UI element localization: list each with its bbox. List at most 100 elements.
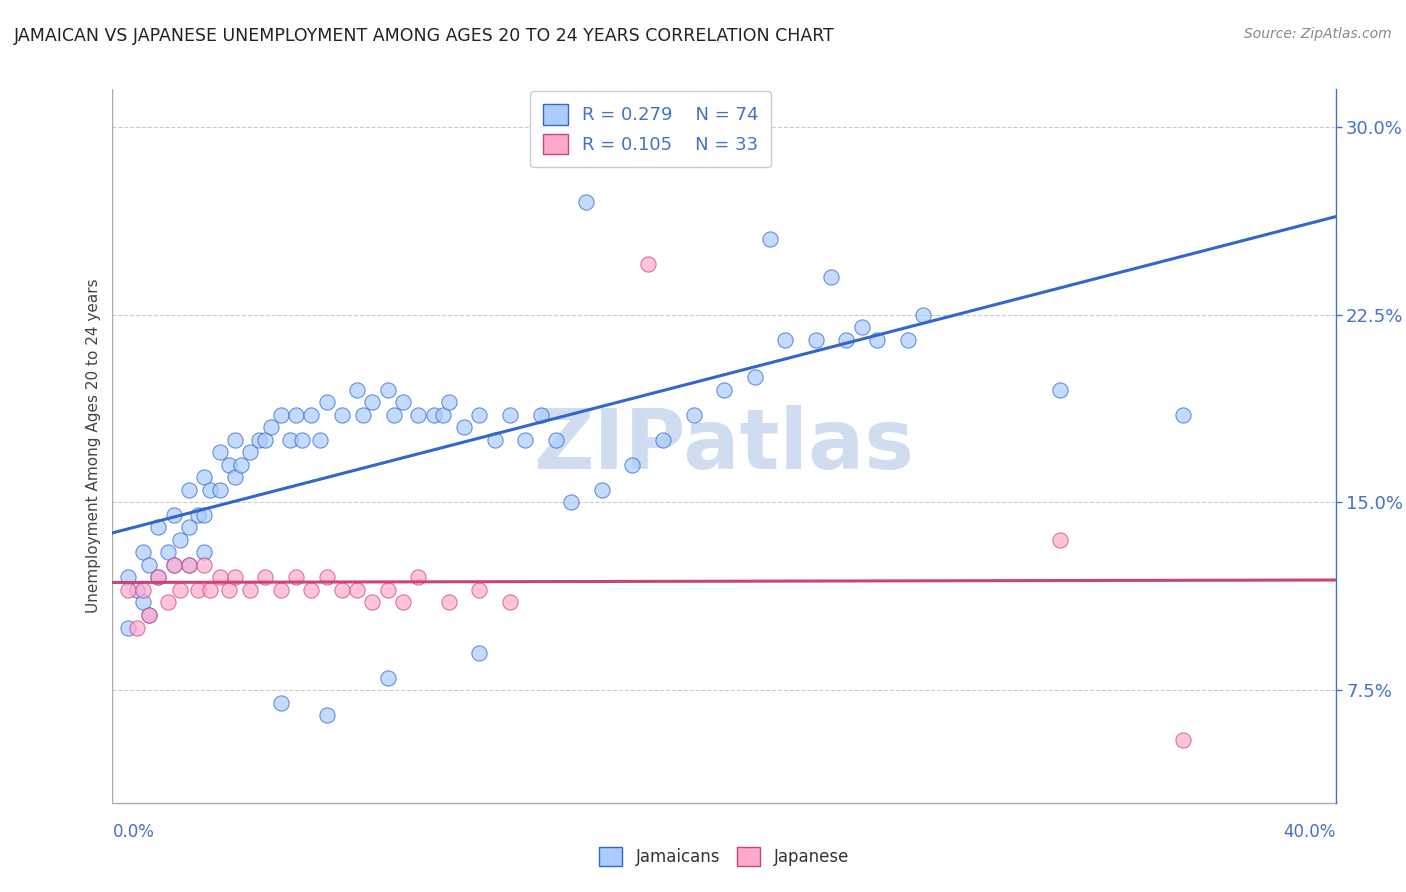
- Point: [820, 270, 842, 285]
- Point: [148, 520, 170, 534]
- Point: [193, 545, 215, 559]
- Point: [1171, 733, 1194, 747]
- Point: [299, 582, 322, 597]
- Point: [530, 408, 553, 422]
- Point: [575, 194, 598, 209]
- Point: [759, 232, 782, 246]
- Point: [621, 458, 644, 472]
- Point: [138, 607, 160, 622]
- Point: [239, 582, 262, 597]
- Text: 40.0%: 40.0%: [1284, 822, 1336, 841]
- Point: [468, 646, 491, 660]
- Point: [187, 582, 209, 597]
- Point: [117, 570, 139, 584]
- Point: [775, 333, 797, 347]
- Point: [284, 570, 308, 584]
- Point: [851, 320, 873, 334]
- Point: [132, 545, 155, 559]
- Point: [218, 458, 240, 472]
- Point: [239, 445, 262, 459]
- Point: [117, 621, 139, 635]
- Point: [169, 533, 191, 547]
- Point: [187, 508, 209, 522]
- Point: [382, 408, 405, 422]
- Point: [560, 495, 582, 509]
- Point: [254, 433, 277, 447]
- Point: [835, 333, 858, 347]
- Point: [377, 383, 399, 397]
- Point: [156, 545, 179, 559]
- Point: [125, 582, 148, 597]
- Point: [361, 595, 384, 609]
- Point: [346, 383, 368, 397]
- Point: [515, 433, 537, 447]
- Point: [200, 582, 222, 597]
- Point: [132, 582, 155, 597]
- Point: [169, 582, 191, 597]
- Point: [544, 433, 567, 447]
- Point: [377, 582, 399, 597]
- Point: [484, 433, 506, 447]
- Point: [177, 558, 200, 572]
- Point: [309, 433, 332, 447]
- Point: [377, 671, 399, 685]
- Point: [713, 383, 735, 397]
- Point: [260, 420, 283, 434]
- Point: [224, 470, 246, 484]
- Point: [270, 582, 292, 597]
- Point: [291, 433, 314, 447]
- Point: [208, 570, 231, 584]
- Point: [163, 558, 186, 572]
- Point: [499, 408, 522, 422]
- Point: [1049, 383, 1071, 397]
- Point: [148, 570, 170, 584]
- Point: [744, 370, 766, 384]
- Point: [270, 696, 292, 710]
- Point: [897, 333, 920, 347]
- Point: [361, 395, 384, 409]
- Point: [218, 582, 240, 597]
- Point: [270, 408, 292, 422]
- Point: [422, 408, 444, 422]
- Point: [138, 558, 160, 572]
- Point: [315, 570, 337, 584]
- Point: [193, 470, 215, 484]
- Legend: Jamaicans, Japanese: Jamaicans, Japanese: [592, 840, 856, 873]
- Point: [193, 508, 215, 522]
- Point: [125, 621, 148, 635]
- Point: [432, 408, 454, 422]
- Point: [229, 458, 252, 472]
- Point: [408, 408, 430, 422]
- Point: [408, 570, 430, 584]
- Point: [437, 395, 460, 409]
- Point: [156, 595, 179, 609]
- Point: [352, 408, 374, 422]
- Point: [299, 408, 322, 422]
- Point: [117, 582, 139, 597]
- Point: [177, 520, 200, 534]
- Point: [177, 558, 200, 572]
- Point: [208, 445, 231, 459]
- Point: [682, 408, 704, 422]
- Point: [278, 433, 301, 447]
- Point: [911, 308, 934, 322]
- Text: JAMAICAN VS JAPANESE UNEMPLOYMENT AMONG AGES 20 TO 24 YEARS CORRELATION CHART: JAMAICAN VS JAPANESE UNEMPLOYMENT AMONG …: [14, 27, 835, 45]
- Point: [132, 595, 155, 609]
- Point: [315, 395, 337, 409]
- Point: [437, 595, 460, 609]
- Point: [652, 433, 675, 447]
- Point: [163, 558, 186, 572]
- Point: [208, 483, 231, 497]
- Point: [804, 333, 827, 347]
- Text: ZIPatlas: ZIPatlas: [534, 406, 914, 486]
- Point: [392, 595, 415, 609]
- Point: [330, 408, 353, 422]
- Point: [1171, 408, 1194, 422]
- Point: [392, 395, 415, 409]
- Point: [866, 333, 889, 347]
- Y-axis label: Unemployment Among Ages 20 to 24 years: Unemployment Among Ages 20 to 24 years: [86, 278, 101, 614]
- Point: [591, 483, 613, 497]
- Point: [330, 582, 353, 597]
- Point: [346, 582, 368, 597]
- Point: [200, 483, 222, 497]
